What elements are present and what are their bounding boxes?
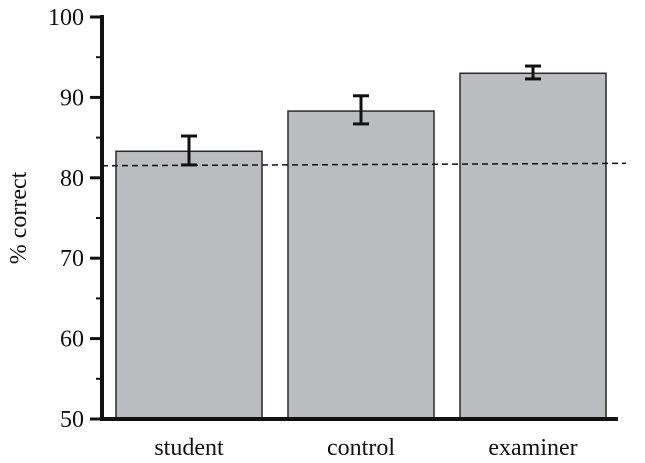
bar-student bbox=[115, 150, 263, 420]
y-tick-label: 100 bbox=[48, 5, 84, 31]
reference-dashed-line bbox=[101, 162, 627, 167]
bar-examiner bbox=[459, 72, 607, 420]
error-bars-layer bbox=[181, 64, 541, 167]
category-label-examiner: examiner bbox=[488, 435, 577, 461]
y-tick-label: 90 bbox=[60, 85, 84, 111]
bar-control bbox=[287, 110, 435, 420]
y-axis-label: % correct bbox=[6, 171, 32, 264]
y-tick-label: 80 bbox=[60, 166, 84, 192]
y-tick-label: 70 bbox=[60, 246, 84, 272]
category-labels: student control examiner bbox=[154, 435, 577, 461]
y-tick-label: 60 bbox=[60, 327, 84, 353]
category-label-student: student bbox=[154, 435, 224, 461]
y-ticks: 50 60 70 80 90 100 bbox=[48, 5, 102, 433]
y-tick-label: 50 bbox=[60, 407, 84, 433]
category-label-control: control bbox=[327, 435, 395, 461]
